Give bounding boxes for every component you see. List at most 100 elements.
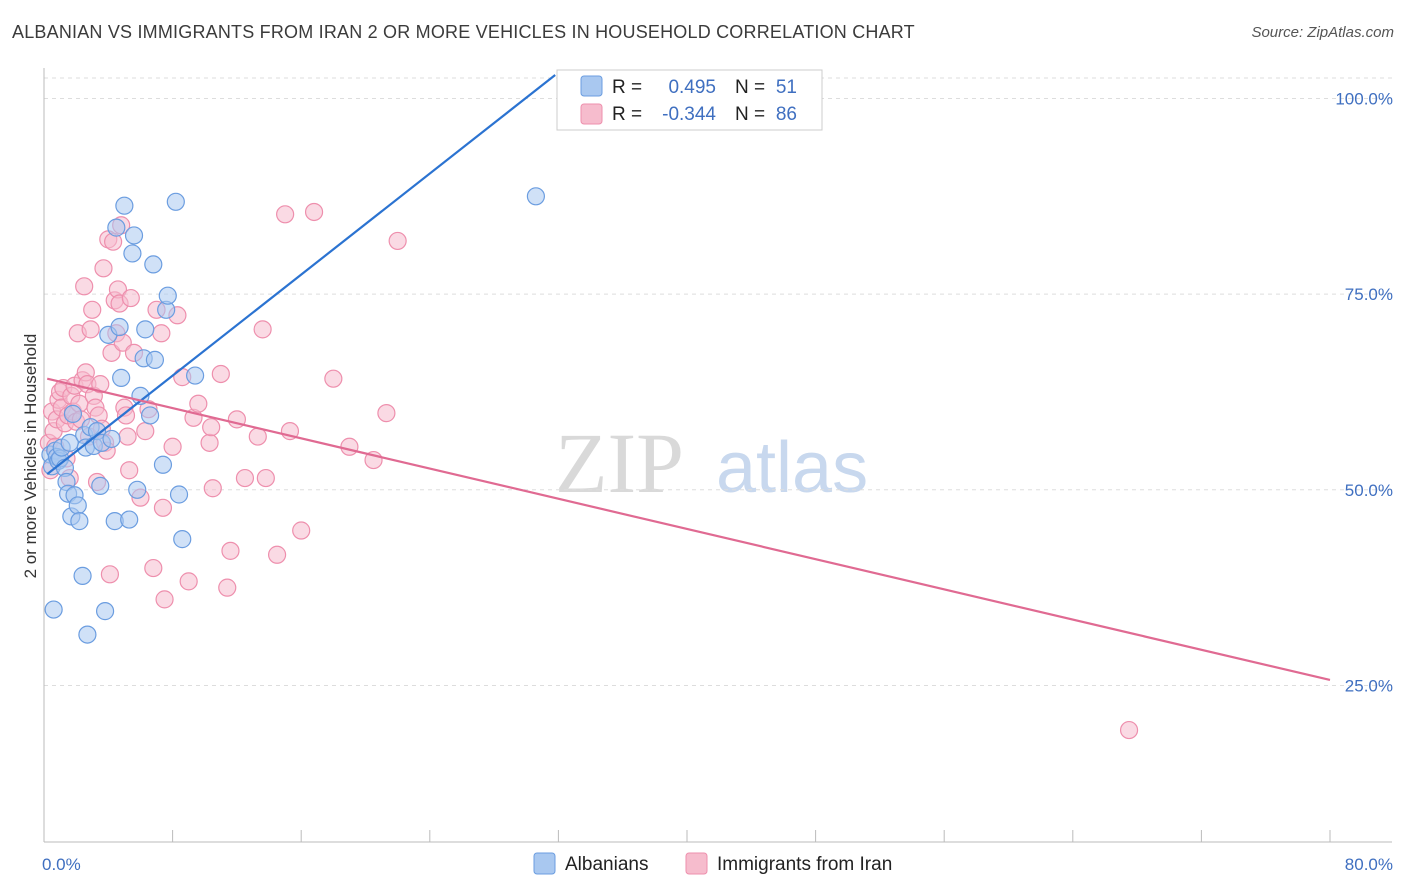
legend-swatch-albanians (580, 75, 603, 97)
iran-point (116, 406, 136, 425)
legend: R = 0.495 N = 51 R = -0.344 N = 86 (556, 69, 823, 131)
albanian-point (169, 485, 189, 504)
iran-point (81, 320, 100, 339)
albanian-point (73, 566, 92, 585)
iran-point (153, 498, 173, 517)
albanian-point (63, 404, 83, 423)
albanian-point (173, 530, 192, 549)
iran-point (340, 437, 359, 456)
iran-point (118, 427, 137, 446)
iran-point (256, 468, 275, 488)
iran-point (144, 558, 163, 578)
albanian-point (186, 366, 205, 385)
iran-point (91, 375, 110, 394)
iran-point (221, 541, 240, 560)
iran-point (102, 343, 121, 362)
albanian-point (120, 510, 139, 529)
bottom-legend-iran: Immigrants from Iran (717, 854, 892, 875)
source-label: Source: ZipAtlas.com (1251, 24, 1394, 41)
legend-swatch-iran (580, 103, 603, 125)
albanian-point (107, 218, 126, 237)
iran-point (304, 202, 324, 222)
iran-point (211, 364, 230, 384)
trend-lines (46, 74, 1331, 682)
iran-point (253, 320, 272, 339)
bottom-legend-albanians: Albanians (565, 854, 648, 875)
iran-point (218, 578, 237, 597)
iran-point (152, 324, 171, 343)
albanian-point (145, 350, 165, 369)
iran-point (200, 433, 219, 452)
x-ticks (43, 830, 1331, 842)
albanian-point (112, 368, 131, 387)
y-tick-label: 100.0% (1335, 89, 1393, 108)
albanian-point (128, 480, 147, 499)
iran-point (388, 231, 407, 251)
iran-point (163, 437, 182, 456)
iran-point (75, 277, 94, 296)
y-tick-label: 25.0% (1345, 676, 1393, 695)
iran-point (100, 565, 120, 584)
iran-trend-line (46, 377, 1331, 682)
watermark-atlas: atlas (716, 428, 868, 508)
iran-point (377, 404, 396, 423)
grid (44, 77, 1392, 686)
iran-point (235, 468, 255, 488)
iran-point (202, 418, 221, 437)
albanian-point (91, 476, 110, 495)
iran-point (121, 288, 140, 308)
albanian-point (68, 496, 87, 515)
iran-point (136, 422, 155, 441)
albanian-point (153, 455, 173, 474)
iran-point (155, 590, 174, 609)
albanian-point (123, 244, 142, 263)
x-tick-label-max: 80.0% (1345, 855, 1393, 874)
albanian-point (70, 512, 89, 531)
bottom-legend: Albanians Immigrants from Iran (533, 852, 892, 875)
legend-n-value: 51 (776, 77, 797, 98)
albanian-point (136, 320, 155, 339)
bottom-legend-swatch-albanians (533, 852, 556, 875)
legend-r-label: R = (612, 77, 642, 98)
albanian-point (526, 187, 545, 206)
chart-title: ALBANIAN VS IMMIGRANTS FROM IRAN 2 OR MO… (12, 22, 915, 42)
iran-point (94, 259, 113, 278)
iran-point (120, 461, 139, 480)
legend-r-label: R = (612, 104, 642, 125)
iran-point (1119, 720, 1139, 740)
albanians-trend-line (46, 74, 556, 476)
albanian-point (102, 429, 121, 449)
x-tick-label-min: 0.0% (42, 855, 81, 874)
albanian-point (124, 226, 144, 245)
legend-n-value: 86 (776, 104, 797, 125)
legend-n-label: N = (735, 104, 765, 125)
iran-point (203, 479, 222, 498)
iran-point (83, 300, 102, 319)
iran-point (179, 572, 198, 591)
iran-point (276, 205, 295, 224)
iran-point (189, 394, 208, 413)
series-albanians-points (41, 187, 545, 644)
legend-r-value: 0.495 (668, 77, 716, 98)
bottom-legend-swatch-iran (685, 852, 708, 875)
iran-point (324, 369, 343, 388)
albanian-point (44, 600, 63, 619)
iran-point (267, 545, 287, 564)
watermark-zip: ZIP (555, 415, 684, 511)
albanian-point (158, 286, 177, 305)
albanian-point (110, 317, 129, 337)
y-axis-title: 2 or more Vehicles in Household (21, 334, 40, 579)
y-tick-labels: 25.0% 50.0% 75.0% 100.0% (1335, 89, 1393, 695)
y-tick-label: 50.0% (1345, 481, 1393, 500)
albanian-point (115, 196, 134, 215)
legend-n-label: N = (735, 77, 765, 98)
iran-point (292, 521, 311, 540)
albanian-point (95, 602, 115, 621)
legend-r-value: -0.344 (662, 104, 716, 125)
albanian-point (78, 625, 97, 644)
albanian-point (166, 192, 185, 211)
y-tick-label: 75.0% (1345, 285, 1393, 304)
albanian-point (144, 255, 163, 274)
albanian-point (140, 406, 160, 425)
